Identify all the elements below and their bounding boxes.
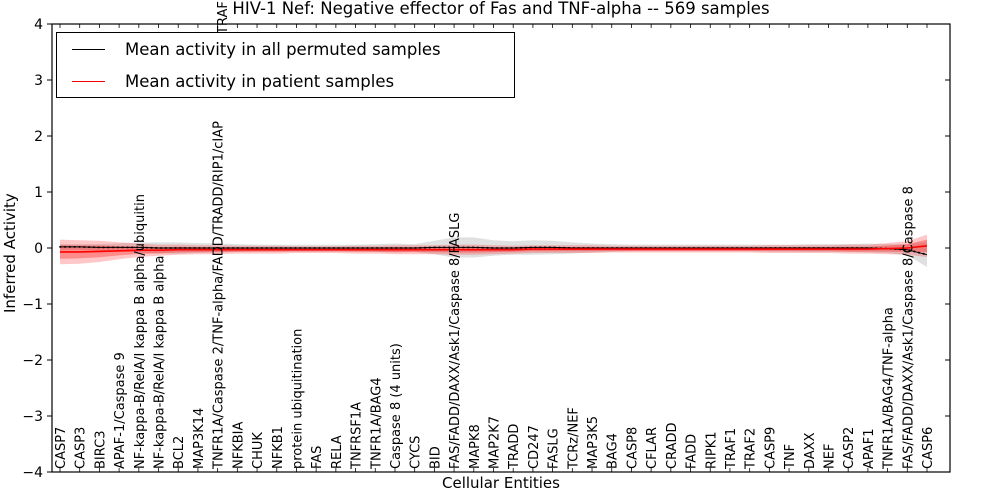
x-tick-labels: CASP7 CASP3 BIRC3 APAF-1/Caspase 9 NF-kappa-… xyxy=(54,121,936,470)
x-axis-label: Cellular Entities xyxy=(442,474,560,492)
x-tick-label: BID xyxy=(428,446,443,469)
x-tick-label: BCL2 xyxy=(172,436,187,469)
x-tick-label: NFKBIA xyxy=(231,422,246,469)
x-tick-label: TRAF1 xyxy=(724,428,739,470)
plot-lines xyxy=(60,245,928,256)
x-tick-label: RIPK1 xyxy=(704,431,719,469)
x-tick-label: CASP6 xyxy=(921,427,936,469)
x-tick-label: MAP3K14 xyxy=(192,408,207,469)
y-tick-label: 3 xyxy=(34,73,43,89)
x-tick-label: TNF xyxy=(783,444,798,470)
x-tick-label: CYCS xyxy=(409,436,424,469)
y-tick-label: 4 xyxy=(34,17,43,33)
x-tick-label: DAXX xyxy=(803,432,818,469)
x-tick-label: TNFRSF1A xyxy=(350,402,365,470)
x-tick-label: BIRC3 xyxy=(93,431,108,470)
x-tick-label-overflow-fragment: TRAF xyxy=(216,1,231,35)
y-tick-labels: 4 3 2 1 0 −1 −2 −3 −4 xyxy=(22,17,43,481)
x-tick-label: APAF1 xyxy=(862,428,877,469)
patient-mean-line xyxy=(60,245,928,253)
x-tick-label: TNFR1A/BAG4/TNF-alpha xyxy=(882,307,897,470)
x-tick-label: FAS/FADD/DAXX/Ask1/Caspase 8/FASLG xyxy=(448,213,463,469)
permuted-mean-line xyxy=(60,246,928,256)
x-tick-label: TNFR1A/Caspase 2/TNF-alpha/FADD/TRADD/RI… xyxy=(212,121,227,470)
legend-entry-permuted: Mean activity in all permuted samples xyxy=(57,33,514,65)
x-tick-label: MAP2K7 xyxy=(488,416,503,469)
x-tick-label: NF-kappa-B/RelA/I kappa B alpha/ubiquiti… xyxy=(133,194,148,469)
y-axis-label: Inferred Activity xyxy=(1,193,19,313)
y-tick-label: 2 xyxy=(34,129,43,145)
legend-line-sample-black xyxy=(72,48,105,50)
x-tick-label: MAPK8 xyxy=(468,424,483,469)
x-tick-label: CASP8 xyxy=(625,427,640,469)
x-tick-label: CRADD xyxy=(665,423,680,470)
x-tick-label: NEF xyxy=(823,444,838,469)
x-tick-label: TNFR1A/BAG4 xyxy=(369,377,384,470)
x-tick-label: CHUK xyxy=(251,432,266,469)
x-tick-label: APAF-1/Caspase 9 xyxy=(113,352,128,469)
plot-bands xyxy=(60,234,927,267)
x-tick-label: FASLG xyxy=(547,428,562,469)
x-tick-label: TRAF2 xyxy=(744,428,759,470)
x-tick-label: NF-kappa-B/RelA/I kappa B alpha xyxy=(153,256,168,469)
y-tick-label: −3 xyxy=(22,409,43,425)
y-tick-label: −1 xyxy=(22,297,43,313)
y-tick-label: −2 xyxy=(22,353,43,369)
x-tick-label: TCRz/NEF xyxy=(566,407,581,470)
x-tick-label: BAG4 xyxy=(606,433,621,469)
x-tick-label: protein ubiquitination xyxy=(291,329,306,469)
axis-ticks xyxy=(47,23,950,473)
x-tick-label: Caspase 8 (4 units) xyxy=(389,343,404,469)
y-tick-label: −4 xyxy=(22,465,43,481)
x-tick-label: CD247 xyxy=(527,425,542,469)
x-tick-label: FAS xyxy=(310,446,325,469)
permuted-std-band xyxy=(60,237,927,267)
x-tick-label: TRADD xyxy=(507,424,522,470)
x-tick-label: CFLAR xyxy=(645,427,660,469)
y-tick-label: 0 xyxy=(34,241,43,257)
legend-entry-label: Mean activity in patient samples xyxy=(125,71,395,91)
legend-box: Mean activity in all permuted samples Me… xyxy=(56,32,515,98)
legend-entry-patient: Mean activity in patient samples xyxy=(57,65,514,97)
x-tick-label: MAP3K5 xyxy=(586,416,601,469)
chart-title: HIV-1 Nef: Negative effector of Fas and … xyxy=(232,0,770,18)
legend-entry-label: Mean activity in all permuted samples xyxy=(125,39,441,59)
legend-line-sample-red xyxy=(72,80,105,82)
x-tick-label: FAS/FADD/DAXX/Ask1/Caspase 8/Caspase 8 xyxy=(901,186,916,469)
x-tick-label: NFKB1 xyxy=(271,426,286,469)
x-tick-label: RELA xyxy=(330,435,345,469)
x-tick-label: CASP7 xyxy=(54,427,69,469)
x-tick-label: CASP3 xyxy=(74,427,89,469)
x-tick-label: CASP2 xyxy=(842,427,857,469)
x-tick-label: CASP9 xyxy=(763,427,778,469)
y-tick-label: 1 xyxy=(34,185,43,201)
x-tick-label: FADD xyxy=(685,434,700,469)
